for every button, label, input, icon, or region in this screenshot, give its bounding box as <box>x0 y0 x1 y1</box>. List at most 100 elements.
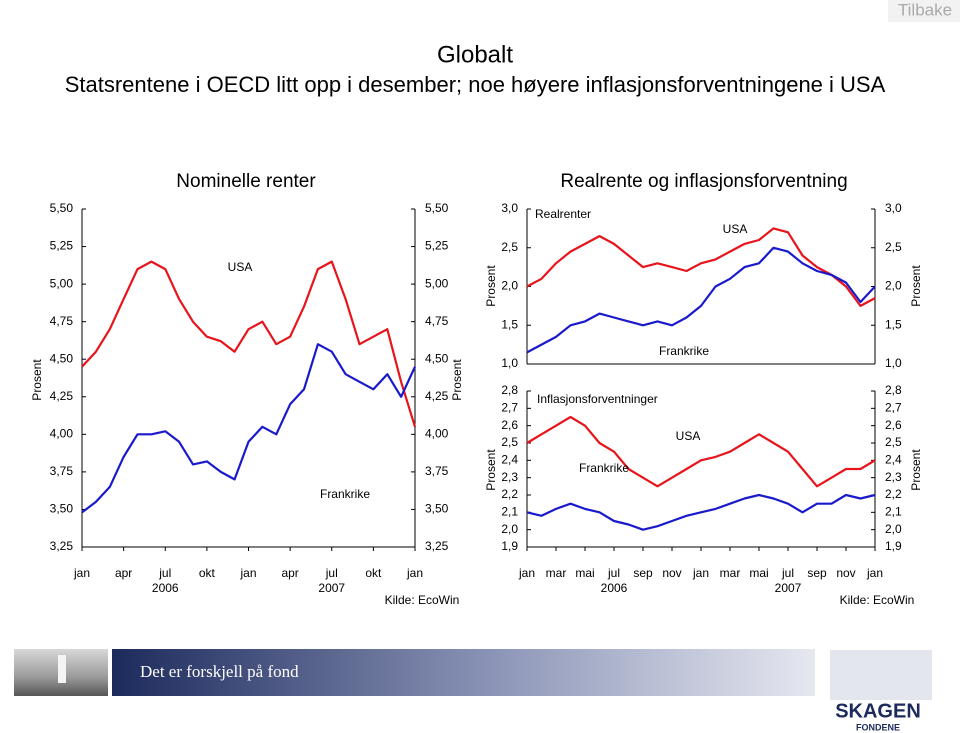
x-tick-label: jan <box>406 566 423 580</box>
x-tick-label: sep <box>633 566 653 580</box>
x-tick-label: okt <box>199 566 216 580</box>
y-tick-label: 5,25 <box>50 239 74 253</box>
year-label: 2006 <box>601 581 628 595</box>
y-tick-label-right: 2,8 <box>885 383 902 397</box>
link-box[interactable] <box>888 0 960 22</box>
y-tick-label-right: 5,00 <box>425 276 449 290</box>
series-label: USA <box>676 429 701 443</box>
y-tick-label-right: 3,75 <box>425 464 449 478</box>
brand: SKAGEN <box>835 700 921 722</box>
x-tick-label: sep <box>807 566 827 580</box>
y-axis-label: Prosent <box>484 449 498 491</box>
y-tick-label-right: 2,7 <box>885 401 902 415</box>
y-tick-label-right: 5,25 <box>425 239 449 253</box>
logo-pattern <box>830 650 932 700</box>
y-tick-label: 1,9 <box>501 539 518 553</box>
page-subtitle: Statsrentene i OECD litt opp i desember;… <box>65 72 886 97</box>
y-tick-label: 3,0 <box>501 201 518 215</box>
y-tick-label-right: 4,25 <box>425 389 449 403</box>
banner <box>112 649 815 696</box>
series-label: Frankrike <box>320 487 370 501</box>
source: Kilde: EcoWin <box>840 593 915 607</box>
x-tick-label: mar <box>546 566 567 580</box>
x-tick-label: mai <box>749 566 768 580</box>
y-tick-label-right: 2,4 <box>885 453 902 467</box>
back-link[interactable]: Tilbake <box>898 0 952 19</box>
y-tick-label: 4,50 <box>50 351 74 365</box>
y-tick-label-right: 3,0 <box>885 201 902 215</box>
series-label: Frankrike <box>579 461 629 475</box>
group-title: Realrente og inflasjonsforventning <box>560 171 847 192</box>
x-tick-label: jul <box>325 566 338 580</box>
x-tick-label: jul <box>158 566 171 580</box>
y-tick-label: 2,0 <box>501 522 518 536</box>
series-label: Frankrike <box>659 344 709 358</box>
y-tick-label-right: 3,25 <box>425 539 449 553</box>
y-tick-label: 2,5 <box>501 240 518 254</box>
year-label: 2007 <box>775 581 802 595</box>
y-tick-label: 2,1 <box>501 505 518 519</box>
y-tick-label-right: 4,75 <box>425 314 449 328</box>
x-tick-label: jan <box>692 566 709 580</box>
x-tick-label: mar <box>720 566 741 580</box>
y-tick-label-right: 2,2 <box>885 487 902 501</box>
series-line <box>526 246 876 354</box>
y-tick-label: 2,5 <box>501 435 518 449</box>
y-tick-label-right: 1,9 <box>885 539 902 553</box>
series-label: USA <box>723 222 748 236</box>
y-tick-label: 4,00 <box>50 427 74 441</box>
slogan: Det er forskjell på fond <box>140 662 299 681</box>
x-tick-label: jul <box>607 566 620 580</box>
brand-sub: FONDENE <box>856 722 900 732</box>
y-tick-label: 2,8 <box>501 383 518 397</box>
y-tick-label: 2,7 <box>501 401 518 415</box>
series-line <box>526 493 876 531</box>
y-tick-label-right: 2,5 <box>885 435 902 449</box>
y-tick-label: 5,00 <box>50 276 74 290</box>
y-tick-label-right: 2,6 <box>885 418 902 432</box>
y-tick-label: 2,6 <box>501 418 518 432</box>
x-tick-label: mai <box>575 566 594 580</box>
y-tick-label-right: 2,0 <box>885 279 902 293</box>
x-tick-label: jan <box>73 566 90 580</box>
y-axis-label: Prosent <box>30 359 44 401</box>
y-tick-label-right: 5,50 <box>425 201 449 215</box>
y-tick-label-right: 1,5 <box>885 317 902 331</box>
year-label: 2006 <box>152 581 179 595</box>
y-axis-label: Prosent <box>909 265 923 307</box>
y-tick-label: 2,3 <box>501 470 518 484</box>
y-tick-label-right: 4,50 <box>425 351 449 365</box>
series-line <box>81 260 417 428</box>
x-tick-label: jul <box>781 566 794 580</box>
y-tick-label: 4,25 <box>50 389 74 403</box>
y-tick-label: 3,50 <box>50 502 74 516</box>
y-tick-label: 2,0 <box>501 279 518 293</box>
y-tick-label: 2,2 <box>501 487 518 501</box>
series-label: USA <box>228 260 253 274</box>
y-axis-label: Prosent <box>909 449 923 491</box>
year-label: 2007 <box>318 581 345 595</box>
y-tick-label-right: 2,0 <box>885 522 902 536</box>
y-tick-label: 1,0 <box>501 356 518 370</box>
y-tick-label-right: 2,3 <box>885 470 902 484</box>
x-tick-label: jan <box>239 566 256 580</box>
x-tick-label: nov <box>836 566 855 580</box>
x-tick-label: jan <box>518 566 535 580</box>
page-title: Globalt <box>437 41 513 68</box>
x-tick-label: apr <box>115 566 132 580</box>
x-tick-label: jan <box>866 566 883 580</box>
y-tick-label-right: 2,1 <box>885 505 902 519</box>
series-line <box>526 415 876 488</box>
y-tick-label: 3,75 <box>50 464 74 478</box>
lighthouse <box>58 655 66 683</box>
y-tick-label: 5,50 <box>50 201 74 215</box>
y-tick-label-right: 2,5 <box>885 240 902 254</box>
series-line <box>526 227 876 307</box>
y-tick-label-right: 1,0 <box>885 356 902 370</box>
x-tick-label: nov <box>662 566 681 580</box>
y-tick-label-right: 4,00 <box>425 427 449 441</box>
series-line <box>81 343 416 514</box>
y-tick-label: 4,75 <box>50 314 74 328</box>
y-tick-label: 3,25 <box>50 539 74 553</box>
